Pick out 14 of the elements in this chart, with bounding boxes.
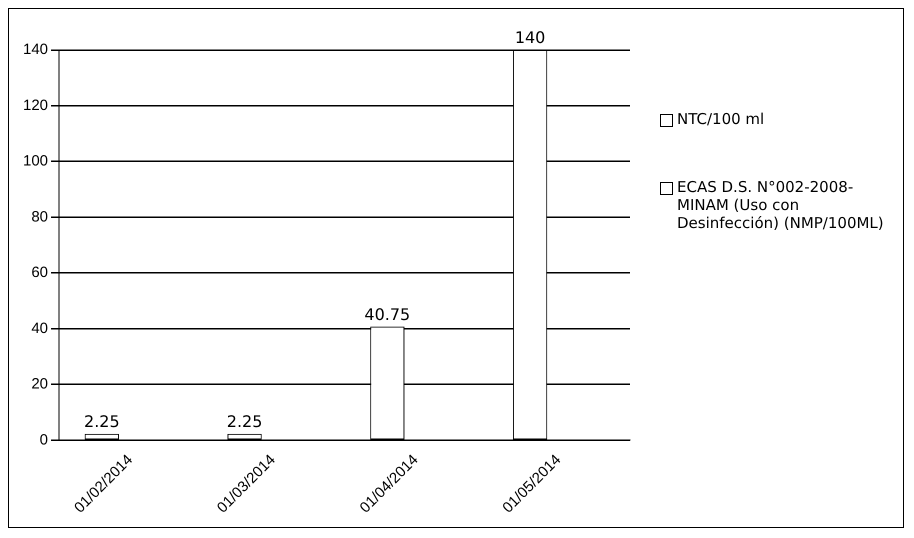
text: NTC/100 ml [677, 110, 764, 128]
data-label: 40.75 [364, 304, 410, 324]
y-tick-label: 40 [31, 320, 48, 337]
y-tick-label: 60 [31, 264, 48, 282]
y-tick-label: 20 [31, 376, 48, 393]
legend-label: ECAS D.S. N°002-2008-MINAM (Uso con Desinfección) (NMP/100ML) [677, 178, 885, 232]
y-tick-label: 140 [22, 41, 48, 58]
y-tick-label: 120 [22, 96, 48, 114]
y-tick-label: 0 [40, 431, 48, 448]
data-label: 2.25 [226, 412, 262, 432]
data-label: 2.25 [84, 412, 120, 432]
y-tick-label: 100 [22, 152, 48, 170]
y-tick-label: 80 [31, 208, 48, 226]
data-label: 140 [514, 28, 546, 48]
